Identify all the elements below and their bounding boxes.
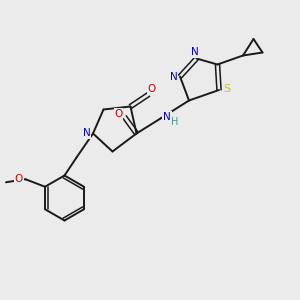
Text: N: N [163, 112, 171, 122]
Text: N: N [169, 71, 177, 82]
Text: N: N [82, 128, 90, 139]
Text: H: H [171, 117, 178, 127]
Text: O: O [114, 109, 123, 119]
Text: O: O [15, 174, 23, 184]
Text: N: N [191, 47, 199, 57]
Text: S: S [223, 83, 230, 94]
Text: O: O [147, 83, 156, 94]
